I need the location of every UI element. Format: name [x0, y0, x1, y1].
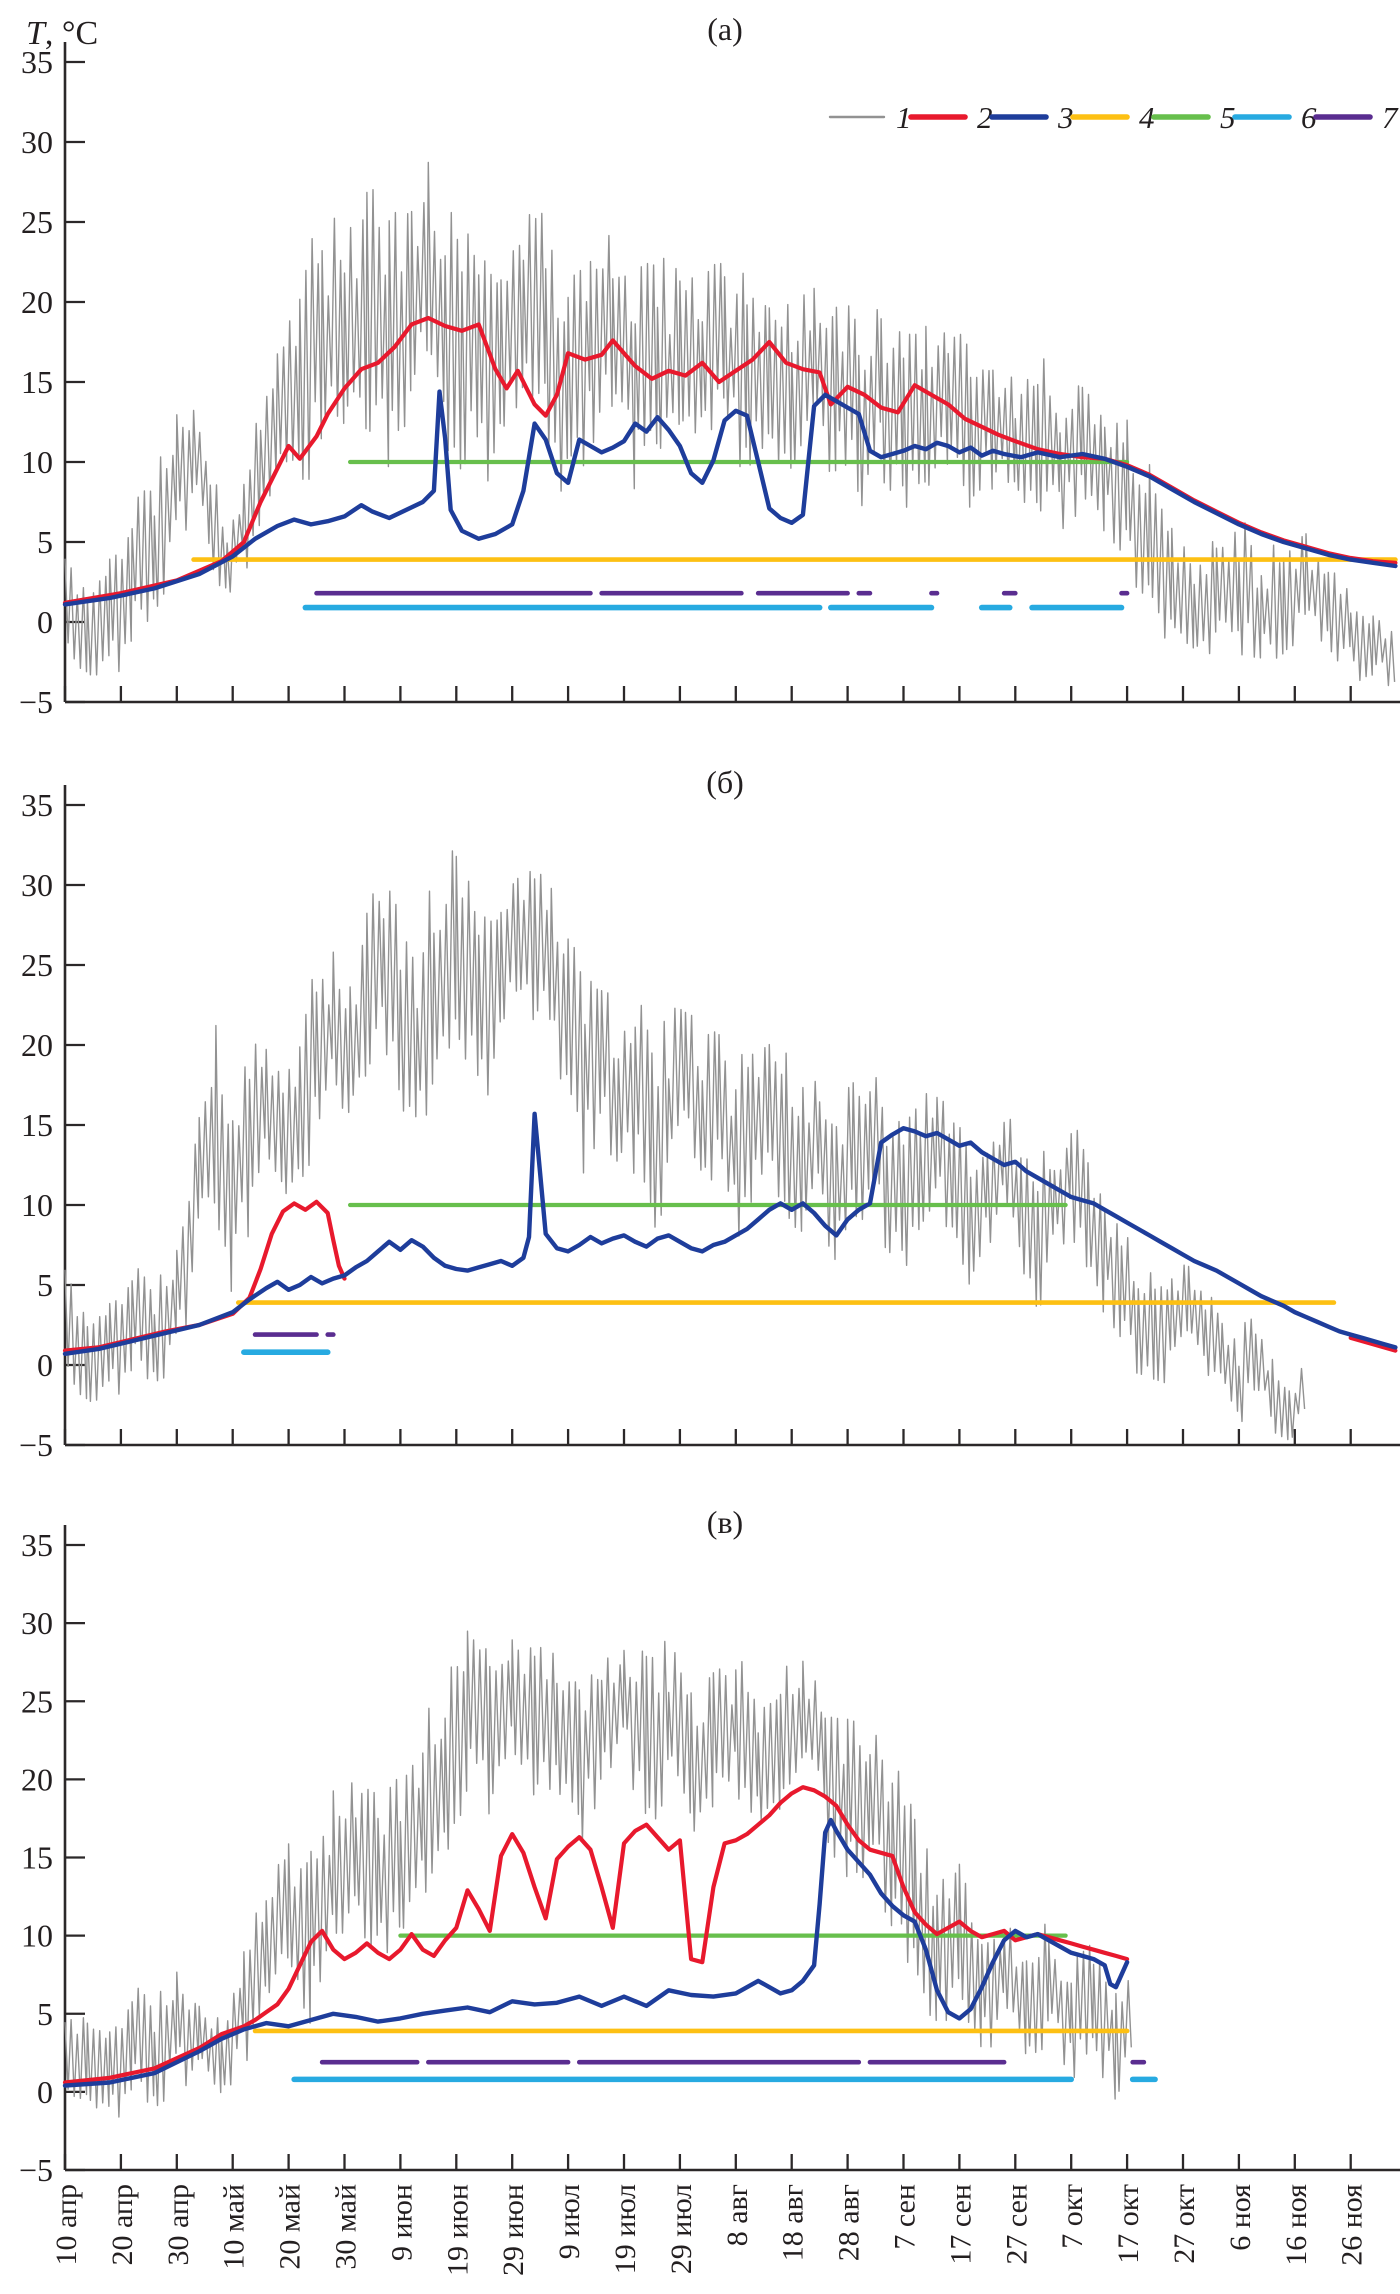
- y-tick-label: 25: [21, 1683, 53, 1719]
- x-tick-label: 20 май: [274, 2184, 307, 2270]
- x-tick-label: 26 ноя: [1336, 2184, 1369, 2266]
- y-tick-label: 30: [21, 124, 53, 160]
- y-tick-label: 30: [21, 867, 53, 903]
- y-tick-label: 20: [21, 284, 53, 320]
- x-tick-label: 17 сен: [944, 2184, 977, 2265]
- x-axis-date-labels: 10 апр 20 апр 30 апр 10 май 20 май 30 май 9 ию…: [50, 2184, 1369, 2276]
- x-tick-label: 28 авг: [833, 2184, 866, 2261]
- x-tick-label: 10 май: [218, 2184, 251, 2270]
- x-tick-label: 7 сен: [889, 2184, 922, 2250]
- x-tick-label: 9 июл: [553, 2184, 586, 2259]
- y-tick-label: −5: [19, 684, 53, 720]
- x-tick-label: 30 апр: [162, 2184, 195, 2265]
- y-tick-label: 25: [21, 947, 53, 983]
- y-tick-label: 0: [37, 1347, 53, 1383]
- y-tick-label: 15: [21, 1107, 53, 1143]
- x-tick-label: 29 июн: [497, 2184, 530, 2276]
- x-tick-label: 10 апр: [50, 2184, 83, 2265]
- y-tick-label: 0: [37, 604, 53, 640]
- legend: 1 2 3 4 5 6 7: [828, 100, 1399, 135]
- y-tick-label: 15: [21, 1840, 53, 1876]
- y-tick-label: 5: [37, 524, 53, 560]
- series-2-line: [1348, 1335, 1398, 1353]
- y-tick-label: 5: [37, 1996, 53, 2032]
- series-3-line: [62, 1111, 1398, 1356]
- x-tick-label: 19 июл: [609, 2184, 642, 2274]
- panel-title: (б): [706, 764, 744, 800]
- legend-label: 1: [896, 100, 912, 135]
- series-1-air-temperature: [64, 850, 1306, 1441]
- y-tick-label: 15: [21, 364, 53, 400]
- legend-label: 7: [1382, 100, 1399, 135]
- y-tick-label: 20: [21, 1761, 53, 1797]
- legend-label: 2: [977, 100, 993, 135]
- y-tick-label: 10: [21, 444, 53, 480]
- x-tick-label: 8 авг: [721, 2184, 754, 2246]
- y-tick-label: −5: [19, 1427, 53, 1463]
- panel-title: (а): [707, 11, 743, 47]
- x-tick-label: 9 июн: [385, 2184, 418, 2261]
- x-tick-label: 19 июн: [441, 2184, 474, 2276]
- y-tick-label: 30: [21, 1605, 53, 1641]
- legend-label: 6: [1301, 100, 1317, 135]
- x-tick-label: 20 апр: [106, 2184, 139, 2265]
- series-1-air-temperature: [64, 161, 1396, 687]
- legend-label: 5: [1220, 100, 1236, 135]
- y-tick-label: 25: [21, 204, 53, 240]
- panel-б: (б) 35 30 25 20 15 10 5 0 −5: [19, 764, 1400, 1463]
- y-tick-label: 5: [37, 1267, 53, 1303]
- y-tick-label: 35: [21, 44, 53, 80]
- y-axis-label: T, °C: [26, 15, 98, 52]
- x-tick-label: 29 июл: [665, 2184, 698, 2274]
- x-tick-label: 18 авг: [777, 2184, 810, 2261]
- x-tick-label: 27 окт: [1168, 2184, 1201, 2264]
- series-3-line: [62, 1817, 1130, 2088]
- legend-label: 3: [1057, 100, 1074, 135]
- x-tick-label: 27 сен: [1000, 2184, 1033, 2265]
- y-tick-label: −5: [19, 2152, 53, 2188]
- panel-в: (в) 35 30 25 20 15 10 5 0 −5: [19, 1504, 1400, 2188]
- panel-title: (в): [707, 1504, 743, 1540]
- series-1-air-temperature: [64, 1630, 1132, 2118]
- legend-label: 4: [1139, 100, 1155, 135]
- x-tick-label: 6 ноя: [1224, 2184, 1257, 2251]
- y-tick-label: 20: [21, 1027, 53, 1063]
- y-tick-label: 35: [21, 1527, 53, 1563]
- x-tick-label: 16 ноя: [1280, 2184, 1313, 2266]
- y-tick-label: 0: [37, 2074, 53, 2110]
- y-tick-label: 10: [21, 1187, 53, 1223]
- y-tick-label: 10: [21, 1918, 53, 1954]
- series-3-line: [62, 389, 1398, 607]
- x-tick-label: 7 окт: [1056, 2184, 1089, 2249]
- y-tick-label: 35: [21, 787, 53, 823]
- series-2-line: [62, 1785, 1130, 2085]
- x-tick-label: 17 окт: [1112, 2184, 1145, 2264]
- x-tick-label: 30 май: [330, 2184, 363, 2270]
